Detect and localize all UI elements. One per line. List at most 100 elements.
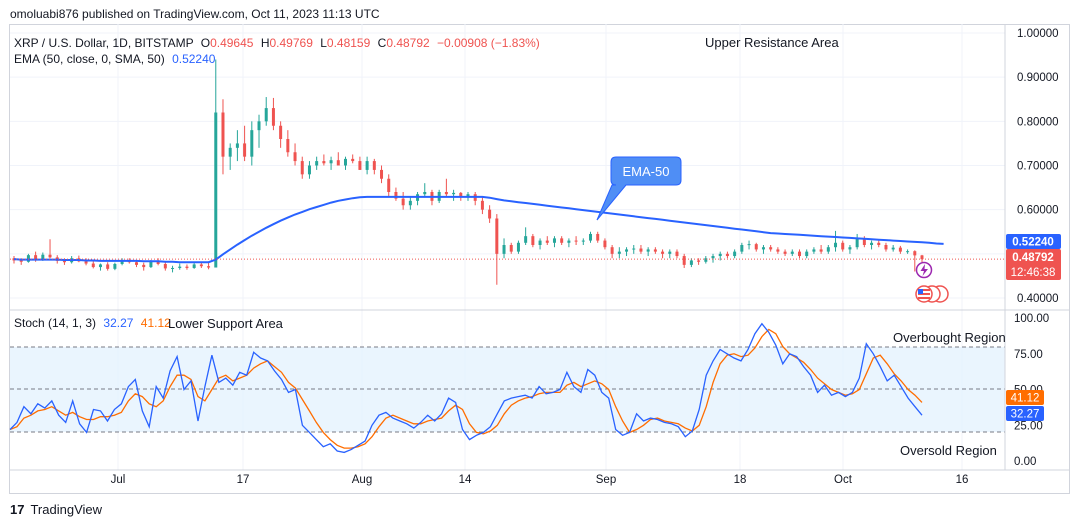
candle-body[interactable]	[34, 255, 38, 260]
candle-body[interactable]	[653, 249, 657, 252]
candle-body[interactable]	[682, 256, 686, 265]
candle-body[interactable]	[589, 233, 593, 241]
candle-body[interactable]	[84, 261, 88, 264]
candle-body[interactable]	[142, 264, 146, 268]
candle-body[interactable]	[113, 263, 117, 269]
candle-body[interactable]	[336, 160, 340, 166]
candle-body[interactable]	[91, 263, 95, 268]
candle-body[interactable]	[848, 247, 852, 250]
candle-body[interactable]	[776, 249, 780, 252]
candle-body[interactable]	[300, 161, 304, 175]
candle-body[interactable]	[106, 264, 110, 269]
candle-body[interactable]	[365, 161, 369, 170]
candle-body[interactable]	[646, 249, 650, 252]
candle-body[interactable]	[135, 262, 139, 265]
candle-body[interactable]	[156, 261, 160, 264]
candle-body[interactable]	[358, 161, 362, 170]
candle-body[interactable]	[329, 160, 333, 164]
candle-body[interactable]	[826, 247, 830, 252]
candle-body[interactable]	[120, 260, 124, 264]
candle-body[interactable]	[19, 260, 23, 262]
candles[interactable]	[12, 59, 924, 285]
candle-body[interactable]	[235, 143, 239, 148]
candle-body[interactable]	[488, 209, 492, 219]
candle-body[interactable]	[639, 248, 643, 252]
candle-body[interactable]	[343, 158, 347, 166]
candle-body[interactable]	[632, 248, 636, 250]
candle-body[interactable]	[769, 247, 773, 250]
candle-body[interactable]	[185, 266, 189, 268]
candle-body[interactable]	[603, 240, 607, 248]
candle-body[interactable]	[704, 258, 708, 262]
candle-body[interactable]	[171, 267, 175, 269]
candle-body[interactable]	[495, 218, 499, 254]
candle-body[interactable]	[516, 242, 520, 252]
candle-body[interactable]	[675, 251, 679, 257]
candle-body[interactable]	[351, 158, 355, 162]
candle-body[interactable]	[668, 251, 672, 254]
candle-body[interactable]	[841, 242, 845, 250]
us-flag-event-icons[interactable]	[915, 285, 949, 303]
candle-body[interactable]	[862, 238, 866, 245]
candle-body[interactable]	[228, 147, 232, 157]
candle-body[interactable]	[394, 192, 398, 199]
candle-body[interactable]	[625, 249, 629, 252]
candle-body[interactable]	[178, 266, 182, 268]
candle-body[interactable]	[452, 192, 456, 195]
candle-body[interactable]	[711, 256, 715, 259]
candle-body[interactable]	[689, 260, 693, 265]
candle-body[interactable]	[466, 194, 470, 197]
candle-body[interactable]	[891, 247, 895, 250]
candle-body[interactable]	[610, 247, 614, 254]
candle-body[interactable]	[617, 251, 621, 254]
candle-body[interactable]	[459, 192, 463, 197]
candle-body[interactable]	[192, 264, 196, 268]
lightning-event-icon[interactable]	[915, 261, 933, 279]
candle-body[interactable]	[264, 108, 268, 122]
candle-body[interactable]	[783, 251, 787, 254]
candle-body[interactable]	[581, 240, 585, 242]
candle-body[interactable]	[48, 254, 52, 258]
candle-body[interactable]	[444, 192, 448, 195]
candle-body[interactable]	[307, 165, 311, 175]
candle-body[interactable]	[199, 264, 203, 267]
candle-body[interactable]	[243, 143, 247, 157]
candle-body[interactable]	[408, 200, 412, 206]
candle-body[interactable]	[250, 130, 254, 157]
candle-body[interactable]	[41, 254, 45, 260]
candle-body[interactable]	[98, 264, 102, 268]
candle-body[interactable]	[596, 233, 600, 241]
candle-body[interactable]	[524, 236, 528, 243]
candle-body[interactable]	[163, 263, 167, 269]
candle-body[interactable]	[502, 245, 506, 254]
candle-body[interactable]	[214, 112, 218, 268]
candle-body[interactable]	[380, 169, 384, 179]
candle-body[interactable]	[322, 161, 326, 164]
candle-body[interactable]	[62, 260, 66, 263]
candle-body[interactable]	[819, 249, 823, 252]
candle-body[interactable]	[286, 139, 290, 153]
candle-body[interactable]	[279, 125, 283, 139]
candle-body[interactable]	[913, 251, 917, 256]
candle-body[interactable]	[812, 249, 816, 252]
candle-body[interactable]	[509, 245, 513, 252]
candle-body[interactable]	[207, 266, 211, 268]
candle-body[interactable]	[560, 238, 564, 243]
candle-body[interactable]	[423, 192, 427, 195]
candle-body[interactable]	[877, 242, 881, 245]
candle-body[interactable]	[797, 251, 801, 257]
candle-body[interactable]	[149, 261, 153, 268]
candle-body[interactable]	[574, 240, 578, 242]
candle-body[interactable]	[661, 251, 665, 254]
candle-body[interactable]	[761, 247, 765, 250]
candle-body[interactable]	[740, 245, 744, 252]
footer-brand[interactable]: 17 TradingView	[10, 502, 102, 517]
candle-body[interactable]	[480, 200, 484, 210]
time-axis[interactable]: Jul 17 Aug 14 Sep 18 Oct 16	[111, 474, 969, 486]
candle-body[interactable]	[906, 251, 910, 253]
candle-body[interactable]	[718, 253, 722, 257]
candle-body[interactable]	[790, 251, 794, 254]
candle-body[interactable]	[754, 244, 758, 250]
candle-body[interactable]	[401, 198, 405, 206]
